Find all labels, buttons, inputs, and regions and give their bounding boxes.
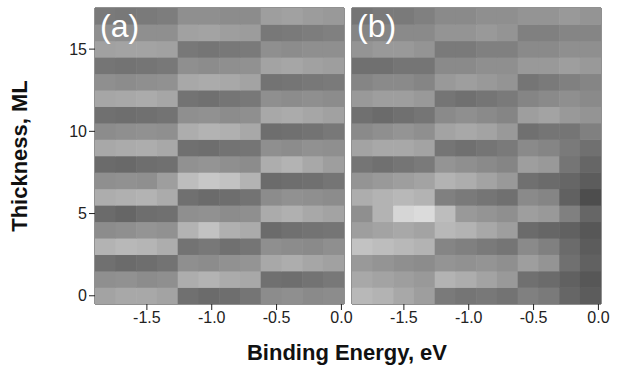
svg-text:-0.5: -0.5 (263, 309, 291, 326)
html-text:(b): (b) (357, 8, 397, 44)
svg-text:0: 0 (78, 287, 87, 304)
svg-text:0.0: 0.0 (330, 309, 352, 326)
svg-text:10: 10 (69, 123, 87, 140)
html-text:Thickness, ML: Thickness, ML (7, 80, 32, 232)
html-text:Binding Energy, eV: Binding Energy, eV (247, 340, 447, 365)
svg-text:-1.0: -1.0 (455, 309, 483, 326)
html-text:(a): (a) (100, 8, 140, 44)
svg-text:15: 15 (69, 41, 87, 58)
svg-text:0.0: 0.0 (587, 309, 609, 326)
svg-text:-0.5: -0.5 (520, 309, 548, 326)
svg-text:-1.0: -1.0 (198, 309, 226, 326)
svg-text:5: 5 (78, 205, 87, 222)
svg-text:-1.5: -1.5 (390, 309, 418, 326)
svg-text:-1.5: -1.5 (133, 309, 161, 326)
